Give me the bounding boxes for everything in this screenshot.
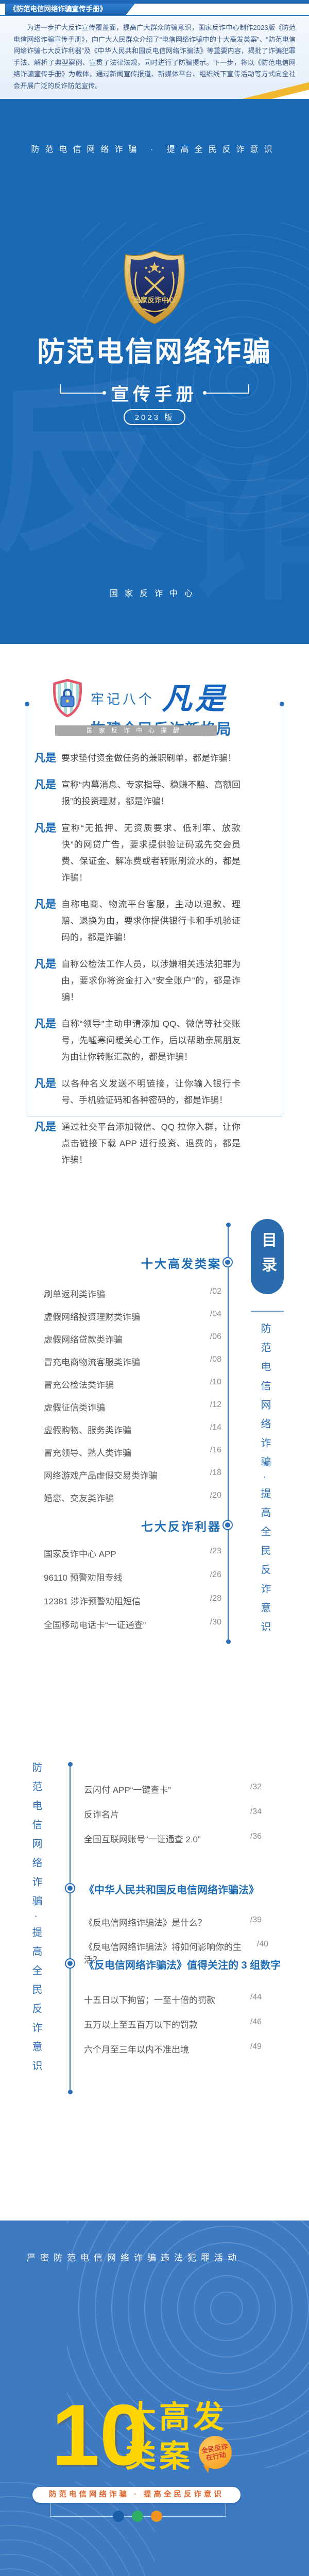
arc-pattern-decoration xyxy=(82,223,309,542)
cover-slogan: 防范电信网络诈骗 · 提高全民反诈意识 xyxy=(31,145,278,154)
toc-row: 刷单返利类诈骗/02 xyxy=(44,1287,221,1299)
shield-lock-icon xyxy=(53,679,82,718)
slogan-pill: 防范电信网络诈骗 · 提高全民反诈意识 xyxy=(32,2487,241,2503)
toc-row: 虚假网络投资理财类诈骗/04 xyxy=(44,1310,221,1322)
toc-row: 虚假购物、服务类诈骗/14 xyxy=(44,1423,221,1435)
toc-row: 冒充电商物流客服类诈骗/08 xyxy=(44,1355,221,1367)
edition-label: 2023 版 xyxy=(123,409,186,425)
rule-item: 凡是 自称公检法工作人员，以涉嫌相关违法犯罪为由，要求你将资金打入“安全账户”的，… xyxy=(35,958,241,1002)
toc-row: 12381 涉诈预警劝阻短信/28 xyxy=(44,1594,221,1606)
bullet-ring-icon xyxy=(65,1958,75,1969)
toc-row: 冒充公检法类诈骗/10 xyxy=(44,1378,221,1390)
bullet-ring-icon xyxy=(222,1520,233,1530)
toc-group-title: 十大高发类案 xyxy=(141,1257,221,1270)
cover-title: 防范电信网络诈骗 xyxy=(37,336,272,367)
cover-footer: 国家反诈中心 xyxy=(109,589,199,598)
toc-row: 全国移动电话卡“一证通查”/30 xyxy=(44,1618,221,1630)
toc-group-title: 七大反诈利器 xyxy=(141,1520,221,1533)
header-divider xyxy=(0,15,309,16)
rule-item: 凡是 宣称“内幕消息、专家指导、稳赚不赔、高额回报”的投资理财，都是诈骗！ xyxy=(35,779,241,806)
toc-row: 《反电信网络诈骗法》是什么？/39 xyxy=(84,1916,262,1928)
toc-row: 《反电信网络诈骗法》将如何影响你的生活？/40 xyxy=(84,1940,268,1965)
divider-section: 严密防范电信网络诈骗违法犯罪活动 10 大高发 类案 全民反诈 在行动 防范电信… xyxy=(0,2221,309,2576)
toc-section: 目录 防范电信网络诈骗·提高全民反诈意识 十大高发类案 刷单返利类诈骗/02 虚… xyxy=(0,1200,309,2221)
toc-row: 云闪付 APP“一键查卡”/32 xyxy=(84,1783,262,1795)
divider-slogan: 严密防范电信网络诈骗违法犯罪活动 xyxy=(27,2253,241,2263)
watermark-char: 诈 xyxy=(180,454,309,609)
bracket-decoration-left xyxy=(60,384,106,395)
eight-rules-section: 牢记八个 凡是 构建全民反诈新格局 国家反诈中心提醒 凡是要求垫付资金做任务的兼… xyxy=(0,644,309,1200)
toc-row: 全国互联网账号“一证通查 2.0”/36 xyxy=(84,1832,262,1844)
anti-fraud-center-emblem-icon: 国家反诈中心 xyxy=(124,250,185,325)
toc-row: 虚假征信类诈骗/12 xyxy=(44,1400,221,1413)
toc-tab-underline xyxy=(251,1311,284,1312)
arc-pattern-decoration xyxy=(67,2221,309,2468)
watermark-char: 反 xyxy=(0,366,170,573)
intro-paragraph: 为进一步扩大反诈宣传覆盖面，提高广大群众防骗意识，国家反诈中心制作2023版《防… xyxy=(13,24,296,90)
cover-subtitle: 宣传手册 xyxy=(111,385,198,404)
toc-group-title: 《中华人民共和国反电信网络诈骗法》 xyxy=(84,1885,259,1896)
rule-item: 凡是 自称“领导”主动申请添加 QQ、微信等社交账号，先嘘寒问暖关心工作，后以帮助… xyxy=(35,1018,241,1062)
intro-section: 为进一步扩大反诈宣传覆盖面，提高广大群众防骗意识，国家反诈中心制作2023版《防… xyxy=(0,16,309,99)
toc-row: 网络游戏产品虚假交易类诈骗/18 xyxy=(44,1468,221,1481)
rule-item: 凡是 以各种名义发送不明链接，让你输入银行卡号、手机验证码和各种密码的，都是诈骗！ xyxy=(35,1078,241,1105)
toc-group-title: 《反电信网络诈骗法》值得关注的 3 组数字 xyxy=(84,1960,281,1971)
toc-row: 虚假网络贷款类诈骗/06 xyxy=(44,1332,221,1345)
big-number: 10 xyxy=(52,2386,148,2483)
rules-list: 凡是 要求垫付资金做任务的兼职刷单，都是诈骗！ 凡是 宣称“内幕消息、专家指导、稳赚… xyxy=(35,750,241,1179)
toc-row: 十五日以下拘留；一至十倍的罚款/44 xyxy=(84,1993,262,2005)
big-title-line2: 类案 xyxy=(125,2439,193,2473)
color-dot-green xyxy=(132,2511,143,2522)
side-slogan-left: 防范电信网络诈骗·提高全民反诈意识 xyxy=(30,1762,42,2079)
toc-row: 国家反诈中心 APP/23 xyxy=(44,1547,221,1559)
rule-item: 凡是 要求垫付资金做任务的兼职刷单，都是诈骗！ xyxy=(35,752,236,764)
toc-row: 六个月至三年以内不准出境/49 xyxy=(84,2042,262,2055)
bracket-decoration-right xyxy=(203,384,249,395)
side-slogan-right: 防范电信网络诈骗·提高全民反诈意识 xyxy=(259,1323,270,1640)
rules-title-prefix: 牢记八个 xyxy=(91,691,155,707)
toc-row: 婚恋、交友类诈骗/20 xyxy=(44,1491,221,1503)
bullet-ring-icon xyxy=(222,1257,233,1267)
header-title-badge: 《防范电信网络诈骗宣传手册》 xyxy=(5,4,135,15)
timeline-page2 xyxy=(67,1762,73,2094)
toc-tab: 目录 xyxy=(251,1219,284,1294)
cover-section: 反 诈 防范电信网络诈骗 · 提高全民反诈意识 国家反诈中心 防范电信 xyxy=(0,99,309,644)
cover-subtitle-row: 宣传手册 xyxy=(0,380,309,405)
rules-title-script: 凡是 xyxy=(162,682,228,716)
frame-dot-right xyxy=(280,702,284,706)
toc-row: 五万以上至五百万以下的罚款/46 xyxy=(84,2018,262,2030)
color-dot-orange xyxy=(151,2511,162,2522)
svg-text:国家反诈中心: 国家反诈中心 xyxy=(133,296,176,304)
reminder-bar: 国家反诈中心提醒 xyxy=(55,725,217,736)
rule-item: 凡是 宣称“无抵押、无资质要求、低利率、放款快”的网贷广告，要求提供验证码或先交会… xyxy=(35,822,241,883)
top-accent-bar xyxy=(0,0,309,4)
rule-item: 凡是 自称电商、物流平台客服，主动以退款、理赔、退换为由，要求你提供银行卡和手机验… xyxy=(35,899,241,942)
toc-row: 冒充领导、熟人类诈骗/16 xyxy=(44,1446,221,1458)
rule-item: 凡是 通过社交平台添加微信、QQ 拉你入群，让你点击链接下载 APP 进行投资、退… xyxy=(35,1121,241,1165)
bullet-ring-icon xyxy=(65,1883,75,1893)
edition-pill: 2023 版 xyxy=(0,409,309,425)
timeline-page1 xyxy=(226,1223,231,1644)
color-dot-blue xyxy=(113,2511,124,2522)
toc-row: 96110 预警劝阻专线/26 xyxy=(44,1570,221,1583)
big-title-line1: 大高发 xyxy=(125,2400,227,2434)
rules-frame xyxy=(27,704,283,1116)
frame-dot-left xyxy=(25,702,29,706)
toc-row: 反诈名片/34 xyxy=(84,1807,262,1820)
